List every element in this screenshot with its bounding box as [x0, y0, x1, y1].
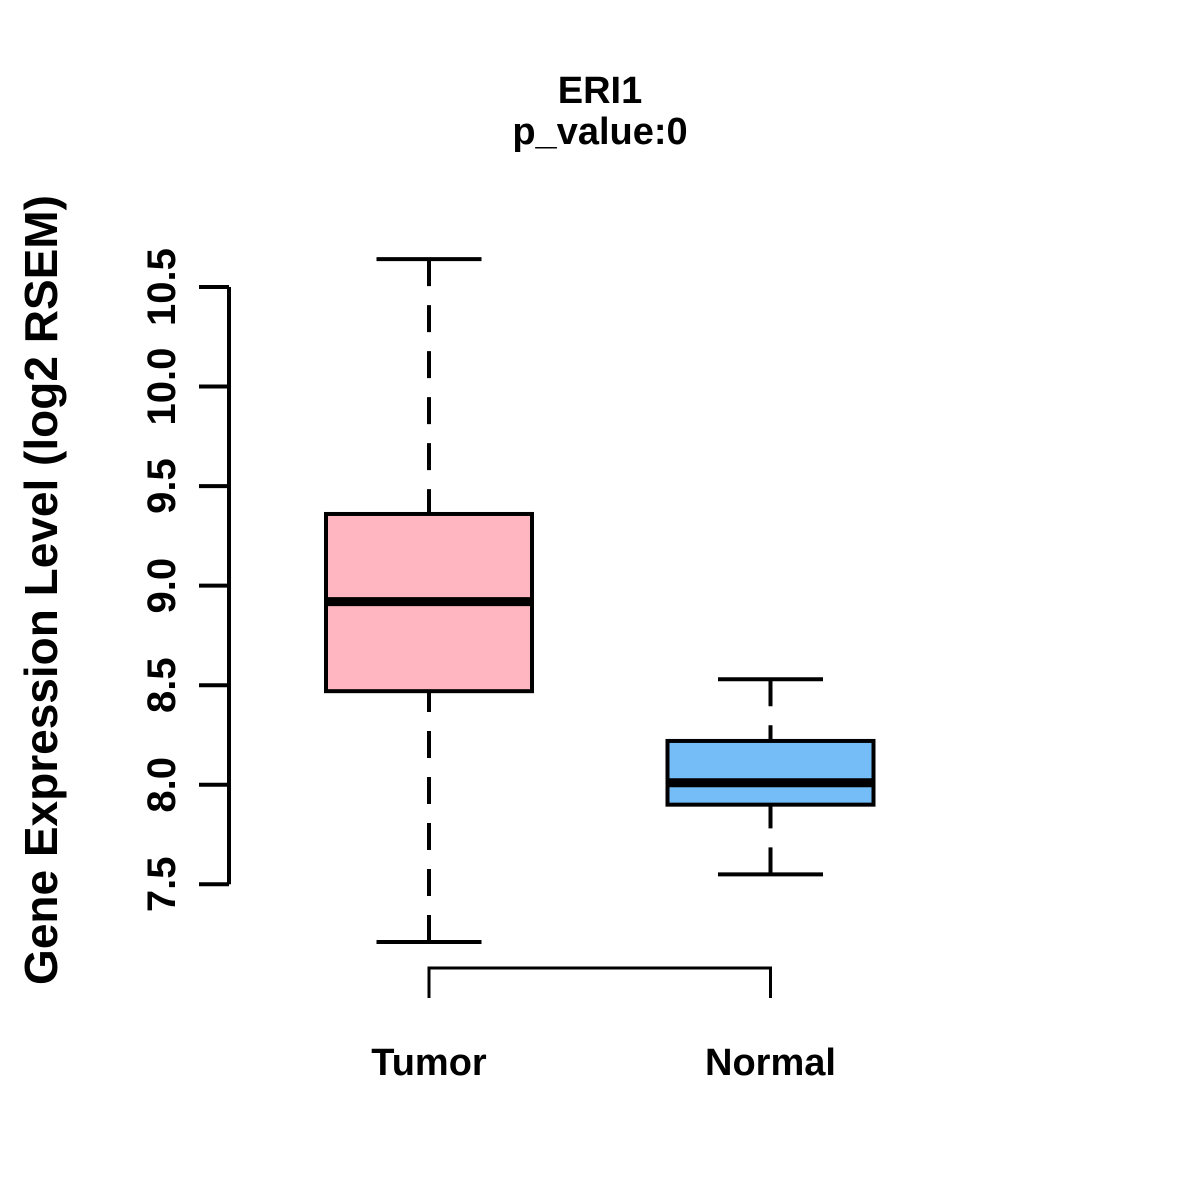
y-tick-label: 10.0: [140, 348, 184, 426]
y-tick-label: 8.5: [140, 657, 184, 713]
chart-subtitle: p_value:0: [512, 111, 688, 153]
significance-bracket: [427, 966, 772, 998]
box-normal: [665, 738, 876, 807]
y-tick-label: 9.5: [140, 458, 184, 514]
y-tick-label: 10.5: [140, 248, 184, 326]
chart-title: ERI1: [557, 70, 643, 112]
category-label-tumor: Tumor: [371, 1042, 487, 1084]
y-tick-label: 9.0: [140, 558, 184, 614]
y-tick-label: 8.0: [140, 757, 184, 813]
category-label-normal: Normal: [705, 1042, 836, 1084]
y-tick-label: 7.5: [140, 856, 184, 912]
